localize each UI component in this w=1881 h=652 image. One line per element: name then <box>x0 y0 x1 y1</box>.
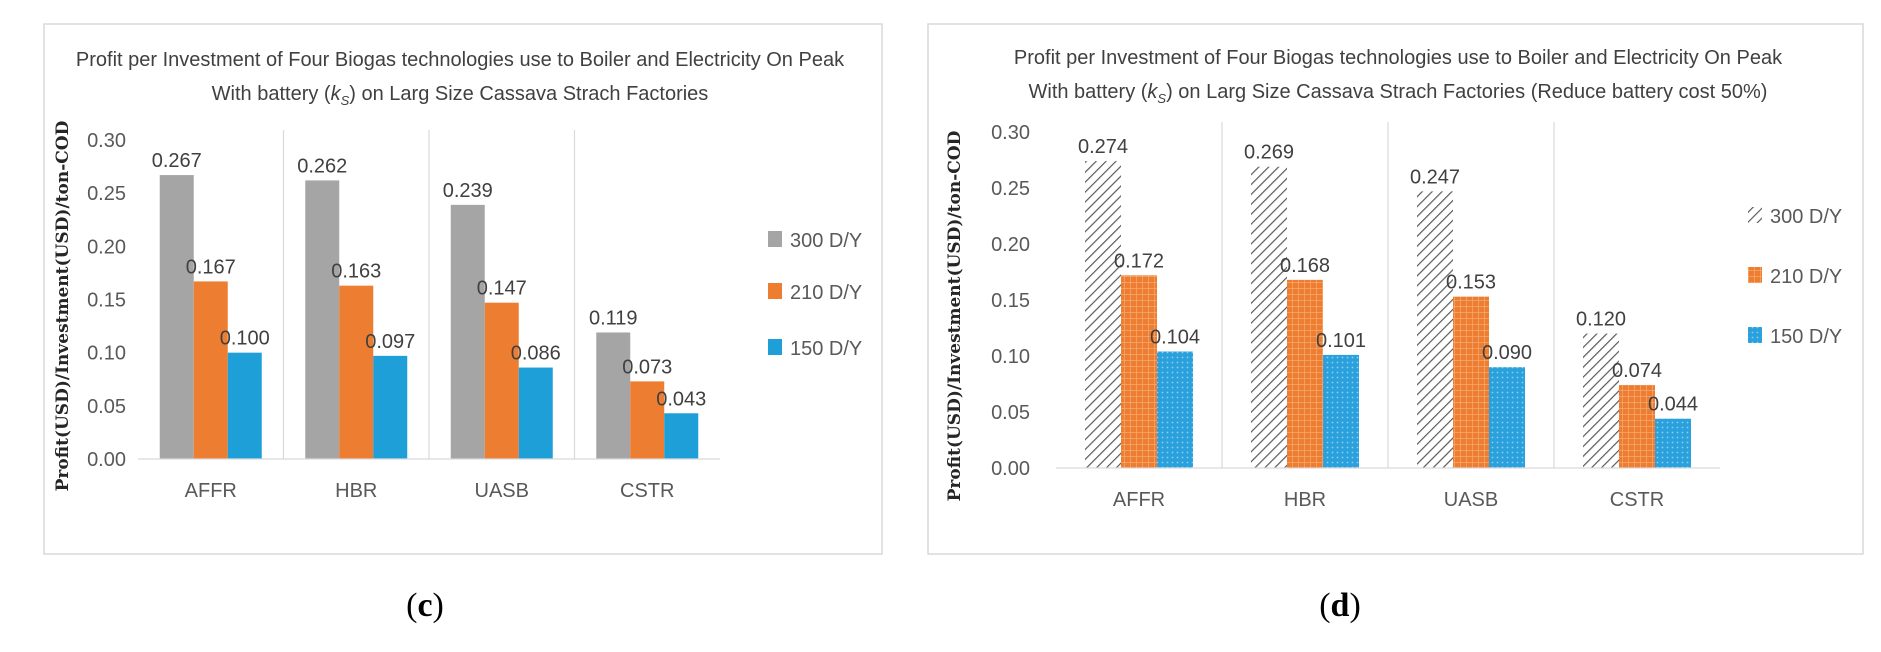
y-tick-label: 0.05 <box>87 396 126 418</box>
data-label: 0.101 <box>1316 330 1366 352</box>
bar-affr-210dy <box>193 281 228 459</box>
y-tick-label: 0.25 <box>991 178 1030 200</box>
y-tick-label: 0.30 <box>991 122 1030 144</box>
legend-swatch <box>768 231 782 247</box>
legend-label: 150 D/Y <box>1770 326 1842 348</box>
x-category-label: CSTR <box>1610 489 1664 511</box>
y-tick-label: 0.05 <box>991 402 1030 424</box>
bar-uasb-210dy <box>484 302 519 459</box>
y-tick-label: 0.25 <box>87 183 126 205</box>
bar-cstr-150dy <box>1655 418 1691 468</box>
chart-svg-d: Profit per Investment of Four Biogas tec… <box>927 23 1864 624</box>
data-label: 0.168 <box>1280 255 1330 277</box>
panel-caption: (d) <box>1319 587 1361 624</box>
bar-uasb-150dy <box>1489 367 1525 468</box>
legend-label: 150 D/Y <box>790 338 862 360</box>
bar-uasb-210dy <box>1453 296 1489 468</box>
bar-hbr-150dy <box>373 355 408 459</box>
bar-affr-150dy <box>1157 351 1193 468</box>
bar-uasb-300dy <box>450 204 485 459</box>
bar-uasb-300dy <box>1417 191 1453 469</box>
data-label: 0.044 <box>1648 394 1698 416</box>
legend-swatch <box>1748 207 1762 223</box>
legend-label: 300 D/Y <box>790 230 862 252</box>
y-axis-label: Profit(USD)/Investment(USD)/ton-COD <box>945 130 965 501</box>
y-axis-label: Profit(USD)/Investment(USD)/ton-COD <box>53 120 73 491</box>
chart-svg-c: Profit per Investment of Four Biogas tec… <box>43 23 883 624</box>
legend-label: 210 D/Y <box>1770 266 1842 288</box>
legend-label: 210 D/Y <box>790 282 862 304</box>
bar-hbr-210dy <box>1287 279 1323 468</box>
y-tick-label: 0.00 <box>991 458 1030 480</box>
y-tick-label: 0.15 <box>87 290 126 312</box>
chart-title-line1: Profit per Investment of Four Biogas tec… <box>76 49 845 71</box>
bar-affr-150dy <box>227 352 262 459</box>
chart-title-line2: With battery (kS) on Larg Size Cassava S… <box>1029 81 1768 106</box>
x-category-label: HBR <box>1284 489 1326 511</box>
bar-cstr-150dy <box>664 413 699 459</box>
data-label: 0.120 <box>1576 309 1626 331</box>
bar-hbr-300dy <box>1251 166 1287 468</box>
data-label: 0.086 <box>511 343 561 365</box>
legend-swatch <box>768 283 782 299</box>
y-tick-label: 0.20 <box>991 234 1030 256</box>
bar-uasb-150dy <box>518 367 553 459</box>
chart-panel-c: Profit per Investment of Four Biogas tec… <box>0 0 900 652</box>
chart-title-line2: With battery (kS) on Larg Size Cassava S… <box>212 83 709 108</box>
y-tick-label: 0.15 <box>991 290 1030 312</box>
bar-cstr-210dy <box>1619 385 1655 468</box>
bar-affr-210dy <box>1121 275 1157 468</box>
x-category-label: HBR <box>335 480 377 502</box>
data-label: 0.074 <box>1612 360 1662 382</box>
chart-title-line1: Profit per Investment of Four Biogas tec… <box>1014 47 1783 69</box>
data-label: 0.104 <box>1150 327 1200 349</box>
data-label: 0.147 <box>477 278 527 300</box>
y-tick-label: 0.10 <box>991 346 1030 368</box>
data-label: 0.153 <box>1446 272 1496 294</box>
bar-cstr-210dy <box>630 381 665 459</box>
data-label: 0.073 <box>622 356 672 378</box>
x-category-label: AFFR <box>1113 489 1165 511</box>
bar-hbr-210dy <box>339 285 374 459</box>
legend-swatch <box>1748 327 1762 343</box>
data-label: 0.239 <box>443 180 493 202</box>
legend-swatch <box>1748 267 1762 283</box>
bar-cstr-300dy <box>596 332 631 459</box>
data-label: 0.167 <box>186 256 236 278</box>
y-tick-label: 0.30 <box>87 130 126 152</box>
legend-label: 300 D/Y <box>1770 206 1842 228</box>
data-label: 0.090 <box>1482 342 1532 364</box>
data-label: 0.163 <box>331 261 381 283</box>
y-tick-label: 0.20 <box>87 236 126 258</box>
x-category-label: UASB <box>475 480 529 502</box>
data-label: 0.097 <box>365 331 415 353</box>
chart-panel-d: Profit per Investment of Four Biogas tec… <box>920 0 1881 652</box>
data-label: 0.100 <box>220 328 270 350</box>
bar-hbr-150dy <box>1323 354 1359 468</box>
legend-swatch <box>768 339 782 355</box>
bar-affr-300dy <box>1085 161 1121 468</box>
bar-hbr-300dy <box>305 180 340 459</box>
x-category-label: CSTR <box>620 480 674 502</box>
data-label: 0.172 <box>1114 250 1164 272</box>
data-label: 0.043 <box>656 388 706 410</box>
data-label: 0.119 <box>589 307 638 329</box>
data-label: 0.267 <box>152 150 202 172</box>
bar-affr-300dy <box>159 175 194 459</box>
panel-caption: (c) <box>406 587 444 624</box>
bar-cstr-300dy <box>1583 333 1619 468</box>
x-category-label: AFFR <box>185 480 237 502</box>
data-label: 0.262 <box>297 155 347 177</box>
data-label: 0.274 <box>1078 136 1128 158</box>
y-tick-label: 0.00 <box>87 449 126 471</box>
data-label: 0.247 <box>1410 166 1460 188</box>
x-category-label: UASB <box>1444 489 1498 511</box>
y-tick-label: 0.10 <box>87 343 126 365</box>
data-label: 0.269 <box>1244 142 1294 164</box>
chart-frame <box>927 23 1864 555</box>
